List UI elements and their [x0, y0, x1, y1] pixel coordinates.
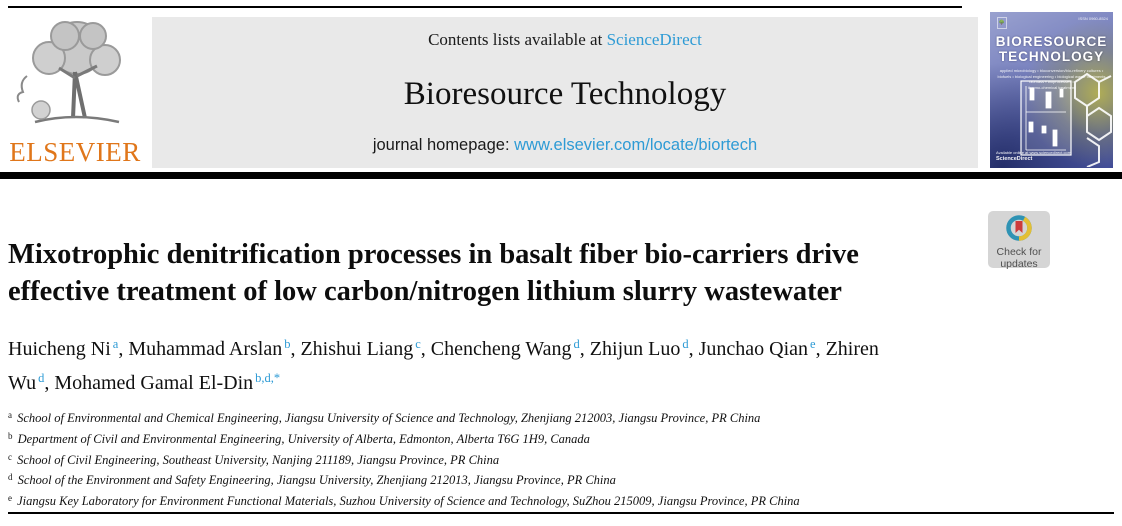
- author-name: Chencheng Wang: [430, 338, 572, 360]
- author-name: Zhishui Liang: [300, 338, 414, 360]
- affiliation-list: a School of Environmental and Chemical E…: [8, 407, 1108, 511]
- author-name: Mohamed Gamal El-Din: [54, 372, 254, 394]
- affiliation-text: Jiangsu Key Laboratory for Environment F…: [14, 494, 800, 509]
- cover-footer-line: ScienceDirect: [996, 156, 1033, 162]
- elsevier-wordmark: ELSEVIER: [9, 137, 141, 167]
- page-bottom-rule: [8, 512, 1114, 514]
- affiliation-text: Department of Civil and Environmental En…: [14, 431, 590, 446]
- journal-title: Bioresource Technology: [403, 76, 727, 112]
- affiliation-text: School of the Environment and Safety Eng…: [14, 473, 616, 488]
- author-name: Muhammad Arslan: [128, 338, 283, 360]
- author-name: Zhiren Wu: [8, 338, 879, 394]
- author-affiliation-sup: d: [573, 337, 580, 351]
- check-updates-label: Check for updates: [996, 246, 1042, 270]
- cover-elsevier-mini-icon: 🌳: [997, 17, 1007, 29]
- cover-molecule-icon: [1074, 72, 1112, 167]
- check-updates-icon: [1006, 215, 1032, 241]
- homepage-line: journal homepage: www.elsevier.com/locat…: [152, 136, 978, 155]
- journal-banner: Contents lists available at ScienceDirec…: [152, 17, 978, 168]
- author-affiliation-sup: e: [810, 337, 816, 351]
- affiliation-sup: d: [8, 472, 13, 483]
- cover-subtitle-line: applied microbiology • bioconversion/bio…: [999, 68, 1104, 73]
- author-affiliation-sup: a: [112, 337, 119, 351]
- cover-subtitle-line: thermo-chemical treatment: [990, 85, 1113, 91]
- affiliation-sup: c: [8, 451, 12, 462]
- author-affiliation-sup: c: [415, 337, 421, 351]
- affiliation-sup: b: [8, 430, 13, 441]
- affiliation-row: a School of Environmental and Chemical E…: [8, 407, 1108, 428]
- affiliation-sup: a: [8, 410, 12, 420]
- article-title-line: effective treatment of low carbon/nitrog…: [8, 276, 842, 307]
- affiliation-text: School of Environmental and Chemical Eng…: [14, 411, 761, 425]
- affiliation-row: b Department of Civil and Environmental …: [8, 428, 1108, 449]
- elsevier-tree-icon: [16, 21, 121, 124]
- author-name: Huicheng Ni: [8, 338, 111, 360]
- affiliation-row: d School of the Environment and Safety E…: [8, 469, 1108, 490]
- article-title-line: Mixotrophic denitrification processes in…: [8, 239, 859, 270]
- cover-journal-name: BIORESOURCE TECHNOLOGY: [995, 34, 1108, 64]
- author-name: Zhijun Luo: [589, 338, 681, 360]
- author-affiliation-sup: b,d,*: [255, 371, 281, 385]
- affiliation-row: e Jiangsu Key Laboratory for Environment…: [8, 490, 1108, 511]
- page-top-rule: [8, 6, 962, 8]
- affiliation-sup: e: [8, 493, 12, 504]
- cover-issn: ISSN 0960-8524: [1078, 16, 1108, 21]
- sciencedirect-link[interactable]: ScienceDirect: [606, 30, 702, 49]
- author-affiliation-sup: b: [284, 337, 291, 351]
- journal-homepage-link[interactable]: www.elsevier.com/locate/biortech: [514, 136, 758, 154]
- cover-chart-figure-icon: [1020, 80, 1072, 156]
- cover-footer: Available online at www.sciencedirect.co…: [996, 150, 1071, 162]
- author-name: Junchao Qian: [698, 338, 809, 360]
- author-affiliation-sup: d: [682, 337, 689, 351]
- affiliation-row: c School of Civil Engineering, Southeast…: [8, 449, 1108, 470]
- article-title: Mixotrophic denitrification processes in…: [8, 236, 988, 310]
- cover-subtitle-line: biofuels • biological engineering • biol…: [997, 73, 1106, 79]
- homepage-prefix: journal homepage:: [372, 136, 515, 154]
- affiliation-text: School of Civil Engineering, Southeast U…: [14, 452, 500, 467]
- elsevier-logo: ELSEVIER: [8, 14, 142, 170]
- header-divider-bar: [0, 172, 1122, 179]
- check-for-updates-badge[interactable]: Check for updates: [988, 211, 1050, 270]
- cover-footer-line: Available online at www.sciencedirect.co…: [996, 150, 1072, 155]
- author-affiliation-sup: d: [38, 371, 45, 385]
- contents-line: Contents lists available at ScienceDirec…: [152, 30, 978, 50]
- journal-cover-thumbnail[interactable]: 🌳 ISSN 0960-8524 BIORESOURCE TECHNOLOGY …: [990, 12, 1113, 168]
- author-list: Huicheng Ni a, Muhammad Arslan b, Zhishui …: [8, 337, 879, 394]
- contents-prefix: Contents lists available at: [428, 30, 607, 49]
